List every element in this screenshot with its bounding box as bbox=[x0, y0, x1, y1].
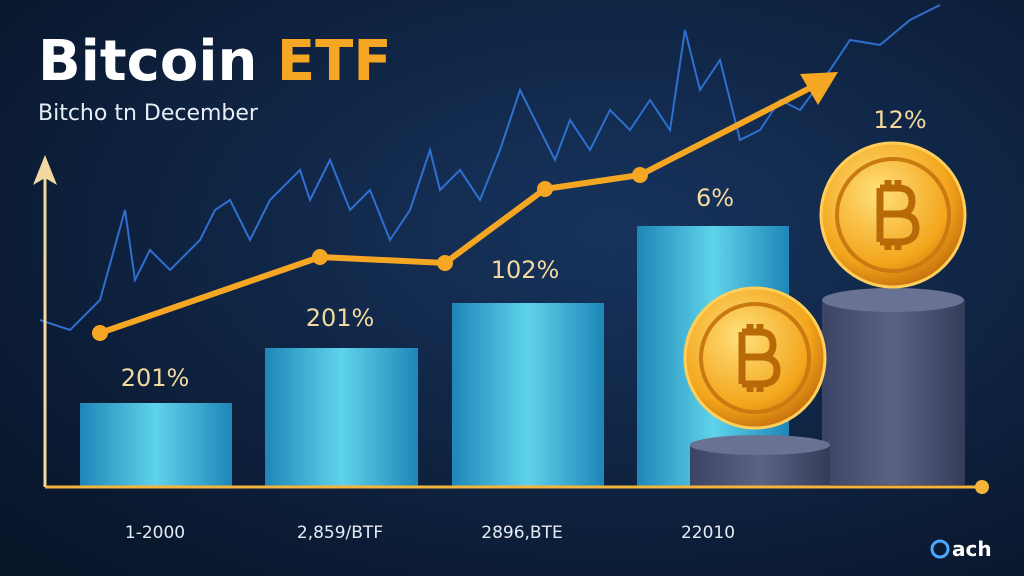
bar-label: 6% bbox=[696, 184, 734, 212]
bar-label: 201% bbox=[306, 304, 375, 332]
bar bbox=[80, 403, 232, 487]
title: Bitcoin ETF bbox=[38, 29, 392, 94]
logo: ach bbox=[952, 537, 992, 561]
x-label: 1-2000 bbox=[125, 523, 185, 543]
bar-label: 201% bbox=[121, 364, 190, 392]
x-label: 2896,BTE bbox=[481, 523, 562, 543]
title-main: Bitcoin bbox=[38, 29, 277, 94]
coin bbox=[819, 141, 967, 289]
title-accent: ETF bbox=[277, 29, 392, 94]
pedestal bbox=[822, 288, 965, 485]
bar bbox=[452, 303, 604, 487]
pedestal bbox=[690, 435, 830, 487]
price-line bbox=[39, 4, 941, 332]
subtitle: Bitcho tn December bbox=[38, 101, 259, 126]
bar bbox=[265, 348, 418, 487]
x-label: 22010 bbox=[681, 523, 735, 543]
axes bbox=[33, 155, 989, 494]
trend-arrow bbox=[92, 72, 838, 341]
logo-icon bbox=[930, 539, 950, 559]
x-label: 2,859/BTF bbox=[297, 523, 383, 543]
coin bbox=[683, 286, 827, 430]
bar-label: 12% bbox=[873, 106, 926, 134]
bar-label: 102% bbox=[491, 256, 560, 284]
